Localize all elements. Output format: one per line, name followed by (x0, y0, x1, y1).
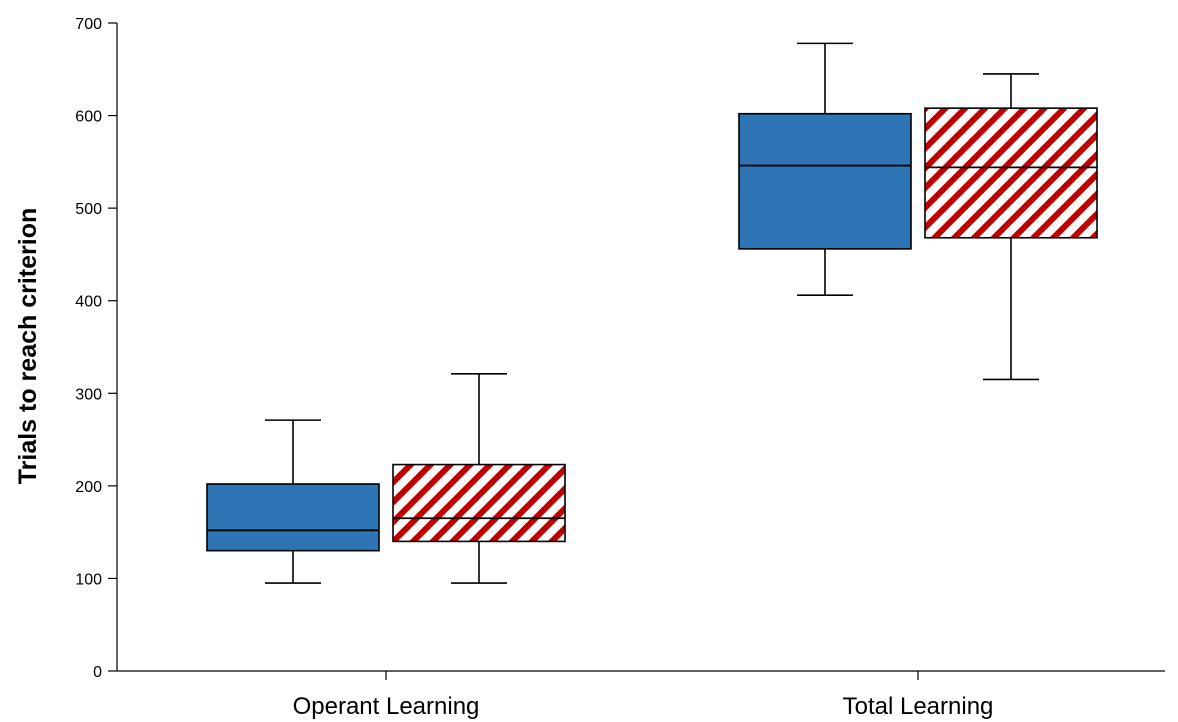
y-tick-label: 300 (75, 386, 102, 403)
x-axis: Operant Learning Total Learning (117, 670, 1165, 720)
y-tick-label: 700 (75, 16, 102, 33)
box-series-1-1 (206, 419, 380, 584)
box-series-group (206, 42, 1098, 584)
y-tick-label: 200 (75, 479, 102, 496)
box-series-1-2 (738, 42, 912, 296)
y-axis-title: Trials to reach criterion (14, 208, 42, 485)
iqr-box (924, 107, 1098, 239)
iqr-box (392, 463, 566, 543)
y-axis: 0 100 200 300 400 500 600 700 (75, 16, 118, 681)
y-tick-label: 0 (93, 664, 102, 681)
y-tick-label: 500 (75, 201, 102, 218)
box-series-2-2 (924, 73, 1098, 381)
y-tick-label: 600 (75, 109, 102, 126)
x-category-label: Total Learning (843, 693, 994, 720)
y-tick-label: 400 (75, 294, 102, 311)
x-category-label: Operant Learning (293, 693, 480, 720)
iqr-box (206, 483, 380, 552)
box-series-2-1 (392, 373, 566, 584)
iqr-box (738, 112, 912, 250)
y-tick-label: 100 (75, 571, 102, 588)
